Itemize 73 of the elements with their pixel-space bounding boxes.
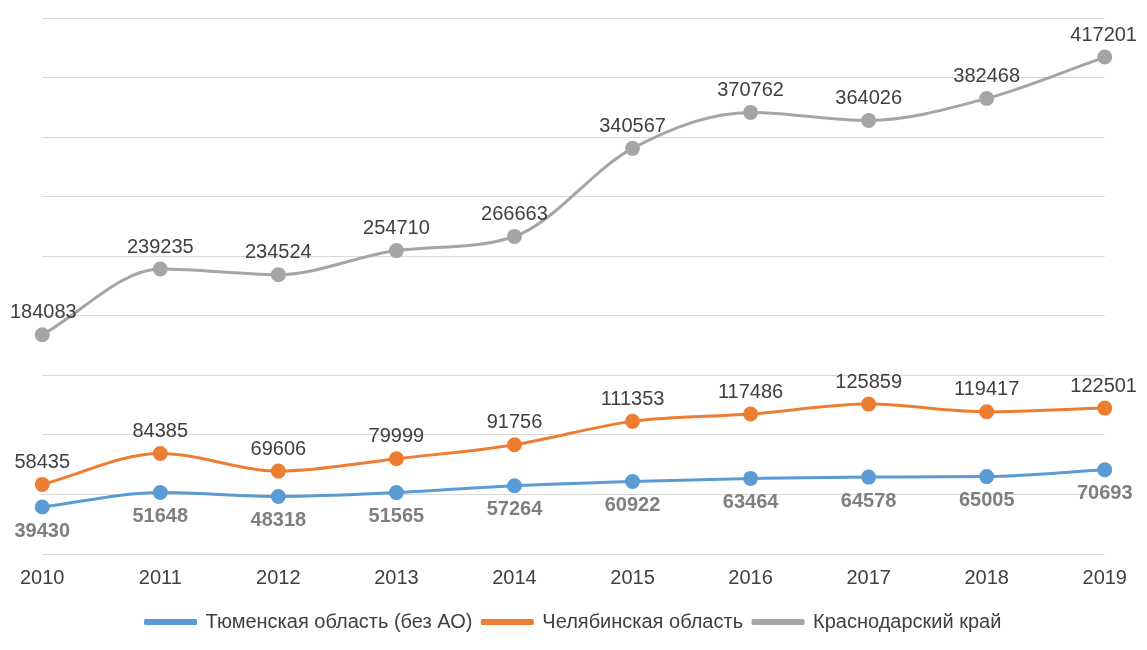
- data-label: 48318: [250, 507, 307, 530]
- point: [506, 437, 522, 453]
- point: [743, 470, 759, 486]
- point: [34, 327, 50, 343]
- data-label: 63464: [722, 489, 780, 512]
- point: [861, 396, 877, 412]
- data-label: 84385: [132, 419, 189, 441]
- point: [625, 413, 641, 429]
- point: [152, 261, 168, 277]
- data-label: 91756: [486, 410, 543, 433]
- point: [34, 476, 50, 492]
- legend-label: Краснодарский край: [813, 609, 1002, 632]
- x-tick-label: 2017: [846, 565, 891, 588]
- data-label: 184083: [9, 300, 77, 323]
- data-label: 70693: [1076, 481, 1133, 504]
- point: [270, 488, 286, 504]
- x-tick-label: 2019: [1082, 565, 1127, 588]
- data-label: 117486: [717, 379, 784, 402]
- data-label: 79999: [368, 424, 425, 447]
- data-label: 234524: [244, 240, 312, 263]
- legend-label: Тюменская область (без АО): [205, 609, 473, 632]
- x-tick-label: 2016: [728, 565, 773, 588]
- point: [625, 473, 641, 489]
- point: [388, 451, 404, 467]
- x-tick-label: 2013: [374, 565, 419, 588]
- data-label: 122501: [1070, 373, 1138, 396]
- point: [506, 228, 522, 244]
- data-label: 239235: [126, 234, 194, 257]
- point: [979, 404, 995, 420]
- point: [34, 499, 50, 515]
- data-label: 39430: [14, 518, 71, 541]
- point: [979, 90, 995, 106]
- point: [743, 104, 759, 120]
- x-tick-label: 2011: [138, 565, 182, 588]
- x-tick-label: 2012: [256, 565, 301, 588]
- data-label: 51648: [132, 504, 189, 526]
- data-label: 58435: [14, 449, 71, 472]
- data-label: 60922: [604, 492, 661, 515]
- legend-label: Челябинская область: [542, 609, 744, 632]
- data-label: 64578: [840, 488, 897, 511]
- data-label: 364026: [835, 85, 903, 108]
- data-label: 254710: [363, 216, 430, 239]
- point: [979, 469, 995, 485]
- point: [506, 478, 522, 494]
- point: [152, 484, 168, 500]
- x-tick-label: 2015: [610, 565, 655, 588]
- point: [743, 406, 759, 422]
- data-label: 266663: [481, 201, 548, 224]
- point: [388, 485, 404, 501]
- x-tick-label: 2014: [492, 565, 537, 588]
- data-label: 370762: [717, 77, 784, 100]
- point: [861, 112, 877, 128]
- point: [861, 469, 877, 485]
- data-label: 51565: [368, 504, 425, 527]
- data-label: 57264: [486, 497, 544, 520]
- point: [388, 243, 404, 259]
- point: [270, 267, 286, 283]
- data-label: 65005: [958, 488, 1015, 511]
- point: [625, 140, 641, 156]
- data-label: 417201: [1070, 22, 1138, 45]
- x-tick-label: 2018: [964, 565, 1009, 588]
- point: [152, 445, 168, 461]
- point: [270, 463, 286, 479]
- x-tick-label: 2010: [20, 565, 65, 588]
- data-label: 125859: [835, 369, 903, 392]
- data-label: 382468: [953, 63, 1021, 86]
- point: [1097, 400, 1113, 416]
- data-label: 340567: [599, 113, 666, 136]
- data-label: 111353: [600, 386, 665, 409]
- data-label: 69606: [250, 436, 307, 459]
- data-label: 119417: [954, 377, 1020, 400]
- point: [1097, 462, 1113, 478]
- point: [1097, 49, 1113, 65]
